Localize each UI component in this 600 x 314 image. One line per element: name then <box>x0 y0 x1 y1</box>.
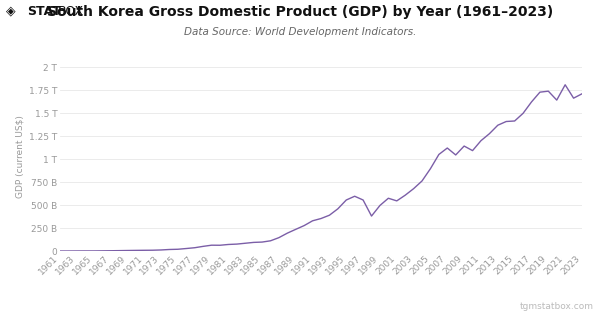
Text: Data Source: World Development Indicators.: Data Source: World Development Indicator… <box>184 27 416 37</box>
Y-axis label: GDP (current US$): GDP (current US$) <box>16 116 25 198</box>
Text: STAT: STAT <box>27 5 61 18</box>
Text: tgmstatbox.com: tgmstatbox.com <box>520 302 594 311</box>
Text: ◈: ◈ <box>6 5 16 18</box>
Text: South Korea Gross Domestic Product (GDP) by Year (1961–2023): South Korea Gross Domestic Product (GDP)… <box>47 5 553 19</box>
Text: BOX: BOX <box>58 5 85 18</box>
